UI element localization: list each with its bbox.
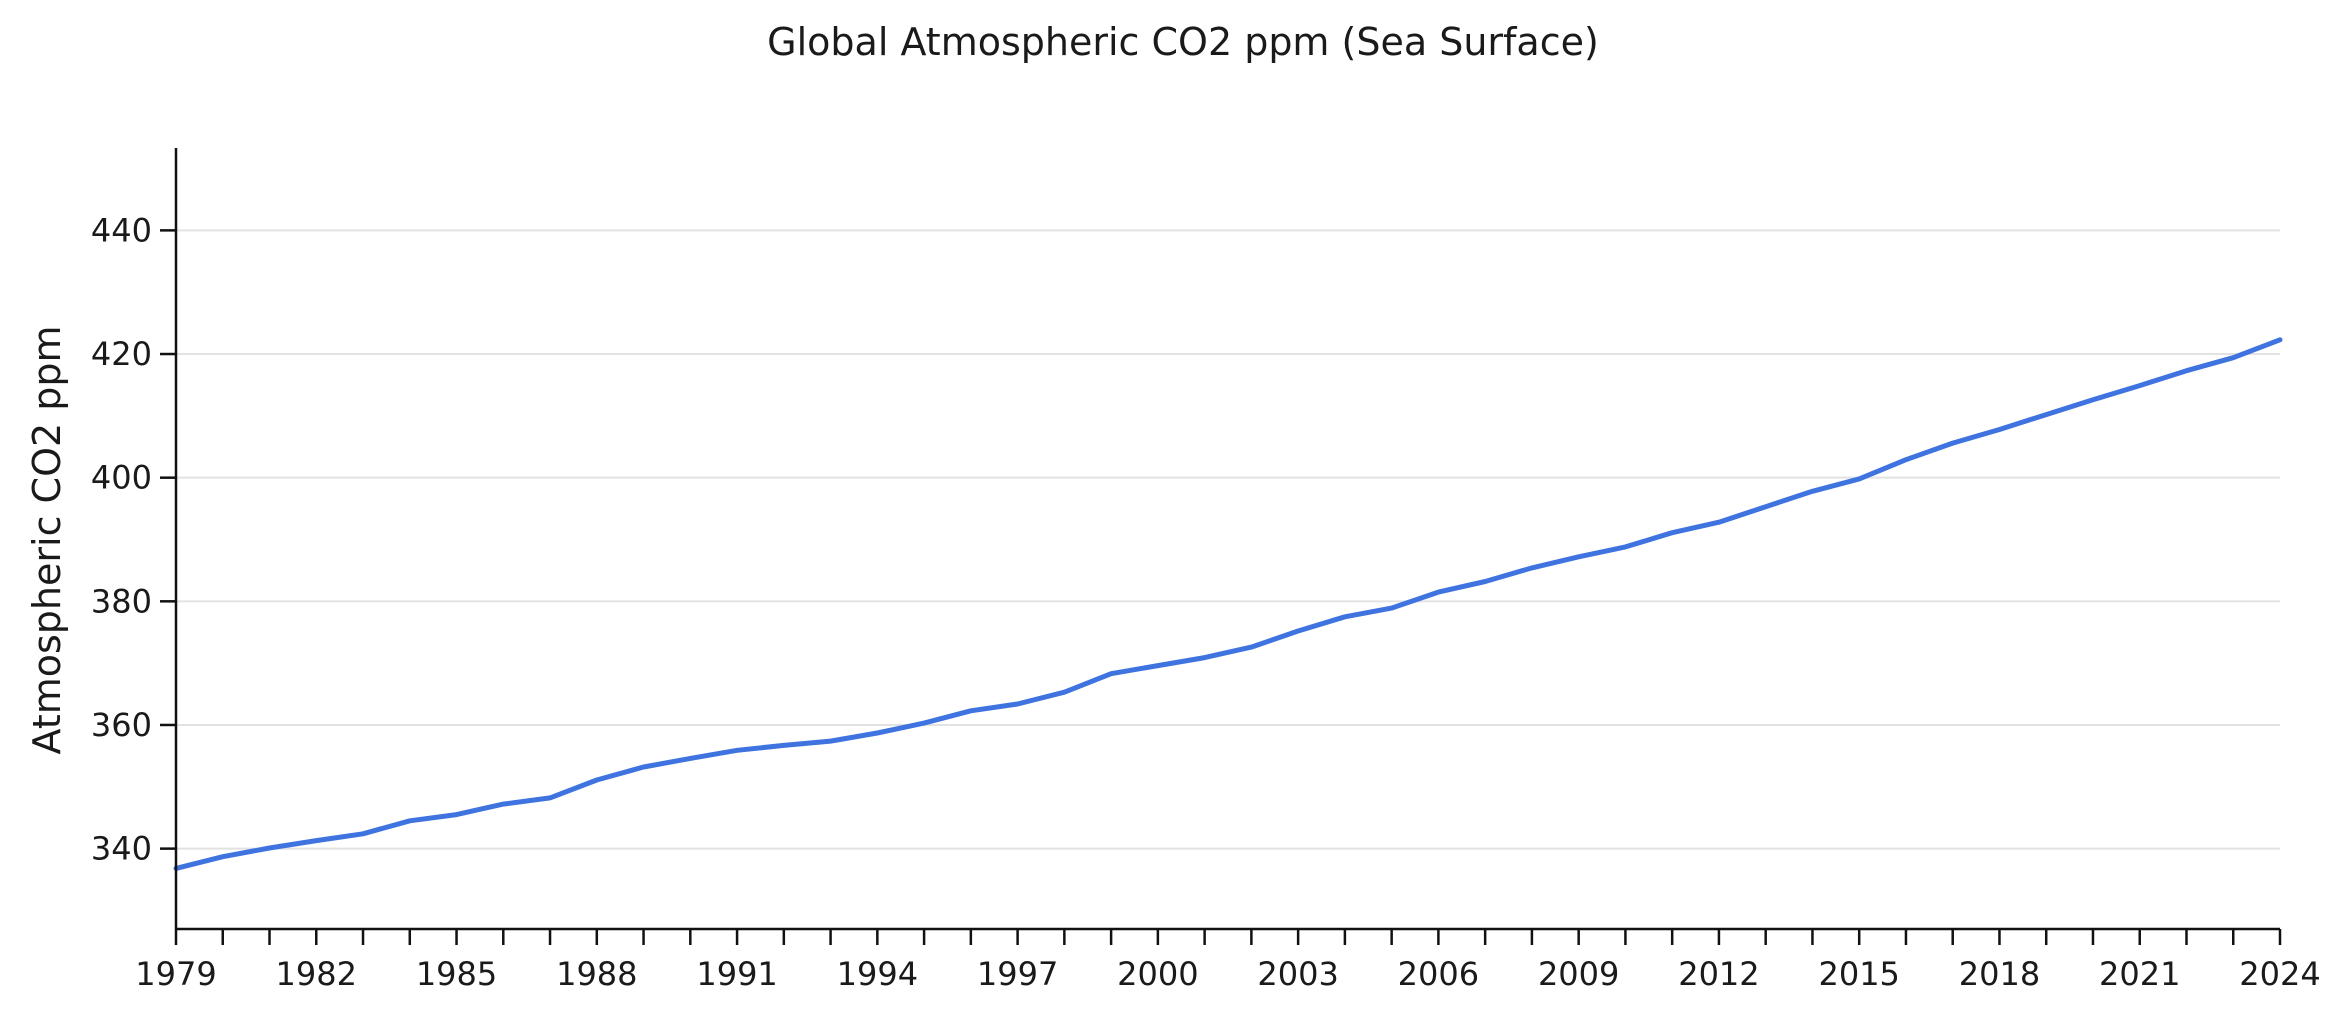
series-layer [173, 337, 2283, 871]
y-tick-label-380: 380 [91, 582, 152, 620]
x-tick-label-1997: 1997 [977, 955, 1058, 993]
y-tick-label-440: 440 [91, 211, 152, 249]
x-tick-label-2018: 2018 [1959, 955, 2040, 993]
axes: 340 360 380 400 420 440 1979 1982 1985 1988 1991 19… [91, 148, 2321, 993]
x-tick-label-2003: 2003 [1257, 955, 1338, 993]
x-tick-label-2000: 2000 [1117, 955, 1198, 993]
x-tick-label-2006: 2006 [1398, 955, 1479, 993]
y-tick-label-400: 400 [91, 459, 152, 497]
x-tick-label-1985: 1985 [416, 955, 497, 993]
chart-title: Global Atmospheric CO2 ppm (Sea Surface) [767, 20, 1599, 64]
x-tick-label-1988: 1988 [556, 955, 637, 993]
series-line-0 [173, 337, 2283, 871]
x-tick-label-2021: 2021 [2099, 955, 2180, 993]
x-tick-label-1979: 1979 [135, 955, 216, 993]
x-tick-label-2012: 2012 [1678, 955, 1759, 993]
x-tick-label-2015: 2015 [1818, 955, 1899, 993]
y-tick-label-340: 340 [91, 830, 152, 868]
y-tick-label-420: 420 [91, 335, 152, 373]
x-tick-label-2024: 2024 [2239, 955, 2320, 993]
x-tick-label-1994: 1994 [837, 955, 918, 993]
x-tick-label-2009: 2009 [1538, 955, 1619, 993]
y-axis-label: Atmospheric CO2 ppm [25, 326, 69, 755]
y-tick-label-360: 360 [91, 706, 152, 744]
x-tick-label-1991: 1991 [696, 955, 777, 993]
x-tick-label-1982: 1982 [276, 955, 357, 993]
grid-lines [176, 229, 2280, 850]
